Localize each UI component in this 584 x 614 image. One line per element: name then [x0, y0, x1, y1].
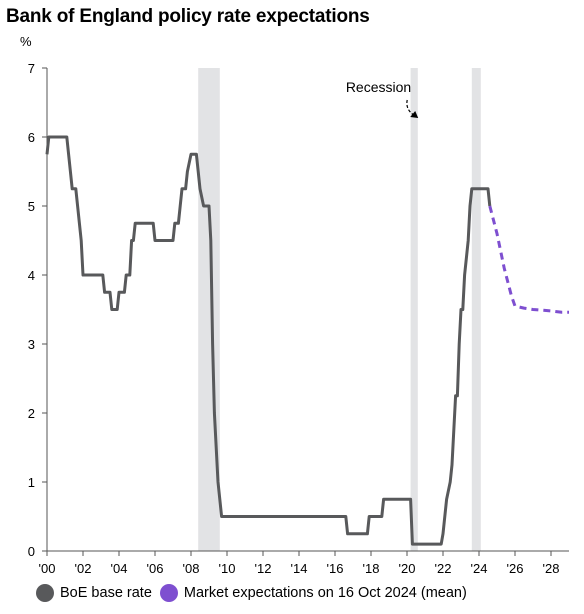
x-tick-label: '08 [183, 561, 200, 576]
x-tick-label: '28 [543, 561, 560, 576]
y-tick-label: 1 [28, 475, 35, 490]
x-tick-label: '22 [435, 561, 452, 576]
annotation-recession: Recession [346, 79, 411, 95]
x-tick-label: '00 [39, 561, 56, 576]
x-tick-label: '18 [363, 561, 380, 576]
series-lines [45, 135, 569, 546]
y-tick-label: 0 [28, 544, 35, 559]
y-tick-label: 4 [28, 268, 35, 283]
x-tick-label: '06 [147, 561, 164, 576]
legend-swatch-market-expectations [159, 584, 178, 602]
axes: 0 1 2 3 4 5 6 7 '00 '02 '04 '06 '08 '10 '12 '14 '16 '18 '2… [28, 61, 569, 576]
recession-band-2 [471, 68, 481, 551]
y-tick-label: 2 [28, 406, 35, 421]
x-tick-label: '20 [399, 561, 416, 576]
y-tick-label: 5 [28, 199, 35, 214]
x-tick-label: '12 [255, 561, 272, 576]
legend-swatch-base-rate [36, 584, 54, 602]
x-tick-label: '24 [471, 561, 488, 576]
y-axis-unit: % [20, 34, 32, 49]
recession-band-1 [410, 68, 418, 551]
annotations: Recession [346, 79, 419, 118]
annotation-arrowhead [410, 111, 419, 118]
chart-title: Bank of England policy rate expectations [6, 6, 370, 27]
legend-label-base-rate: BoE base rate [60, 585, 152, 601]
x-tick-label: '02 [75, 561, 92, 576]
y-tick-label: 3 [28, 337, 35, 352]
x-tick-label: '10 [219, 561, 236, 576]
recession-bands [198, 68, 481, 551]
series-line-base-rate [45, 135, 492, 546]
legend-label-market-expectations: Market expectations on 16 Oct 2024 (mean… [183, 585, 467, 601]
x-tick-label: '16 [327, 561, 344, 576]
x-tick-label: '14 [291, 561, 308, 576]
series-line-market-expectations [488, 205, 569, 314]
y-tick-label: 7 [28, 61, 35, 76]
legend-item-market-expectations: Market expectations on 16 Oct 2024 (mean… [159, 584, 467, 602]
legend: BoE base rate Market expectations on 16 … [36, 584, 475, 602]
y-tick-label: 6 [28, 130, 35, 145]
legend-item-base-rate: BoE base rate [36, 584, 152, 602]
x-tick-label: '26 [507, 561, 524, 576]
x-tick-label: '04 [111, 561, 128, 576]
